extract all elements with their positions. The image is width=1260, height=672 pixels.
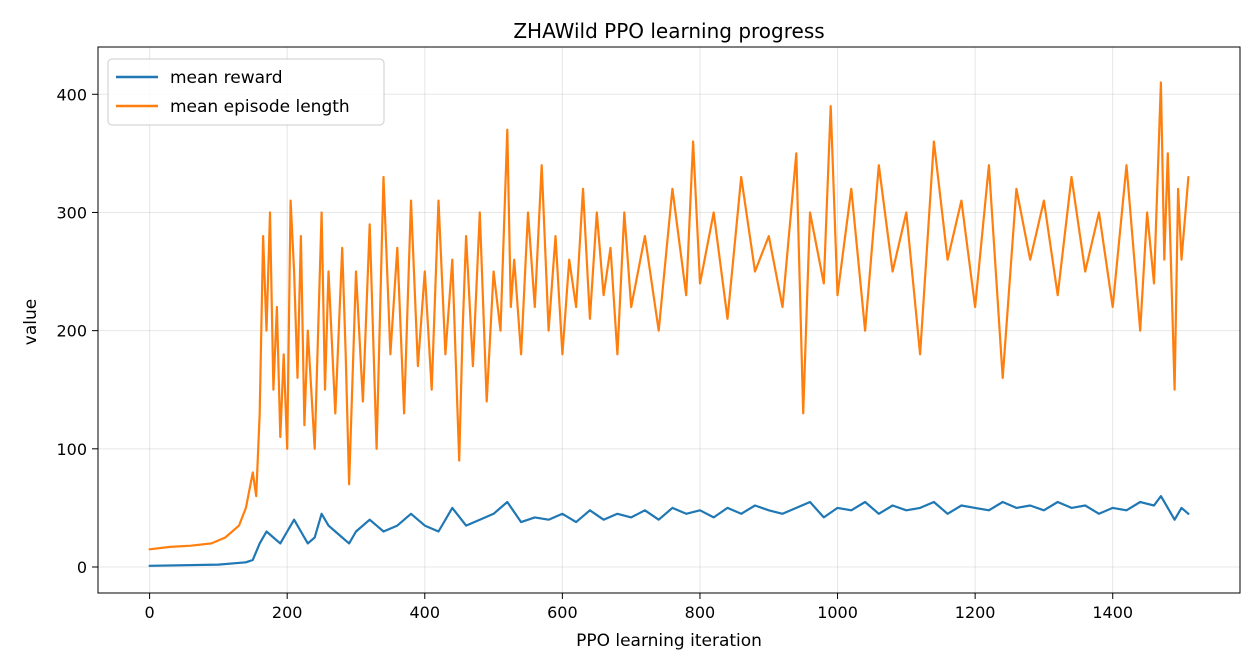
x-tick-label: 1200 [955,603,996,622]
x-tick-label: 1400 [1092,603,1133,622]
series-layer [148,81,1190,567]
y-tick-label: 0 [77,558,87,577]
y-tick-label: 100 [56,440,87,459]
legend: mean reward mean episode length [107,58,385,126]
plot-frame [97,46,1241,594]
x-tick-label: 200 [272,603,303,622]
x-axis-label: PPO learning iteration [576,631,762,651]
x-tick-label: 0 [145,603,155,622]
chart-title: ZHAWild PPO learning progress [513,19,824,43]
x-tick-label: 400 [410,603,441,622]
legend-box [107,58,385,126]
y-tick-label: 400 [56,85,87,104]
legend-label: mean episode length [170,97,350,117]
series-line-mean-episode-length [148,81,1190,551]
series-line-mean-reward [148,495,1190,567]
y-axis-label: value [21,299,41,345]
y-axis-ticks: 0 100 200 300 400 [56,85,98,577]
x-tick-label: 600 [547,603,578,622]
x-tick-label: 800 [685,603,716,622]
legend-label: mean reward [170,68,283,88]
x-tick-label: 1000 [817,603,858,622]
x-axis-ticks: 0 200 400 600 800 1000 1200 1400 [145,593,1133,622]
y-tick-label: 300 [56,203,87,222]
y-tick-label: 200 [56,322,87,341]
